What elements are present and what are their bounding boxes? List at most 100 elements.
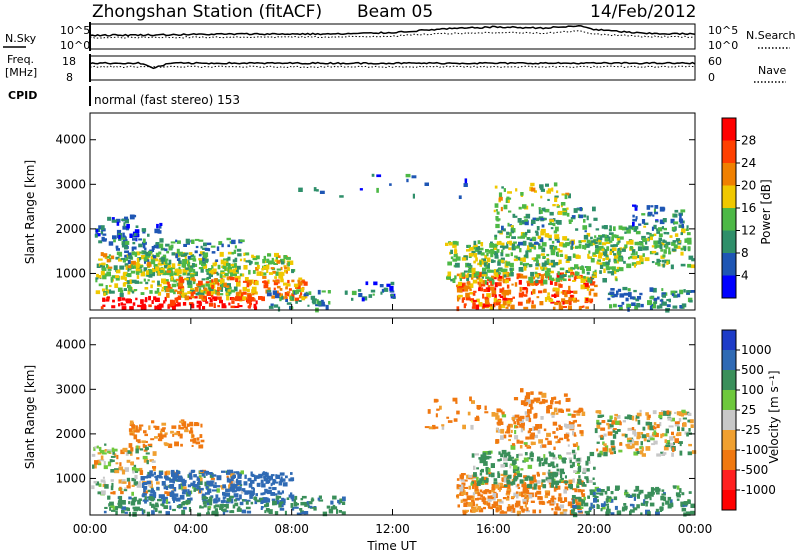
heatmap-cell — [527, 409, 532, 414]
heatmap-cell — [487, 495, 493, 499]
heatmap-cell — [517, 453, 523, 457]
heatmap-cell — [145, 259, 150, 262]
heatmap-cell — [476, 275, 481, 280]
heatmap-cell — [505, 268, 508, 272]
heatmap-cell — [587, 253, 590, 259]
heatmap-cell — [473, 253, 478, 258]
heatmap-cell — [675, 238, 681, 242]
heatmap-cell — [540, 281, 544, 286]
heatmap-cell — [273, 262, 278, 265]
heatmap-cell — [126, 477, 131, 482]
heatmap-cell — [681, 427, 685, 432]
heatmap-cell — [574, 419, 577, 423]
colorbar-swatch — [722, 230, 736, 253]
heatmap-cell — [549, 280, 553, 285]
heatmap-cell — [177, 263, 181, 266]
heatmap-cell — [122, 258, 126, 263]
heatmap-cell — [515, 500, 521, 503]
heatmap-cell — [685, 411, 690, 415]
heatmap-cell — [181, 293, 185, 298]
heatmap-cell — [272, 487, 277, 491]
heatmap-cell — [554, 472, 559, 477]
heatmap-cell — [120, 257, 126, 260]
heatmap-cell — [158, 437, 163, 442]
heatmap-cell — [549, 219, 555, 223]
heatmap-cell — [664, 439, 667, 443]
heatmap-cell — [212, 270, 217, 274]
heatmap-cell — [687, 499, 691, 504]
heatmap-cell — [493, 209, 496, 213]
heatmap-cell — [226, 475, 229, 478]
heatmap-cell — [652, 287, 657, 293]
heatmap-cell — [552, 465, 556, 469]
heatmap-cell — [540, 274, 545, 280]
heatmap-cell — [593, 217, 598, 221]
heatmap-cell — [447, 261, 452, 266]
heatmap-cell — [534, 230, 539, 233]
heatmap-cell — [203, 253, 207, 259]
velocity-data — [91, 388, 697, 518]
heatmap-cell — [600, 427, 606, 431]
heatmap-cell — [680, 251, 684, 256]
heatmap-cell — [189, 278, 193, 281]
heatmap-cell — [157, 270, 160, 276]
heatmap-cell — [203, 242, 207, 247]
heatmap-cell — [286, 302, 292, 305]
heatmap-cell — [181, 482, 185, 487]
heatmap-cell — [482, 259, 487, 265]
heatmap-cell — [672, 485, 677, 488]
heatmap-cell — [507, 241, 512, 244]
heatmap-cell — [517, 473, 523, 478]
heatmap-cell — [288, 260, 294, 265]
heatmap-cell — [272, 290, 277, 295]
heatmap-cell — [673, 442, 675, 445]
heatmap-cell — [639, 241, 644, 244]
heatmap-cell — [531, 304, 536, 309]
heatmap-cell — [504, 245, 509, 249]
heatmap-cell — [113, 265, 118, 271]
heatmap-cell — [634, 440, 639, 446]
heatmap-cell — [221, 243, 224, 248]
heatmap-cell — [156, 244, 160, 249]
heatmap-cell — [511, 417, 516, 420]
heatmap-cell — [525, 402, 529, 405]
heatmap-cell — [533, 397, 538, 402]
heatmap-cell — [663, 411, 668, 416]
heatmap-cell — [201, 284, 205, 288]
heatmap-cell — [550, 301, 555, 304]
heatmap-cell — [613, 253, 617, 256]
heatmap-cell — [196, 486, 200, 490]
heatmap-cell — [175, 239, 178, 243]
heatmap-cell — [316, 299, 319, 305]
heatmap-cell — [165, 287, 170, 293]
heatmap-cell — [627, 438, 632, 443]
heatmap-cell — [131, 491, 134, 496]
heatmap-cell — [598, 435, 602, 438]
heatmap-cell — [209, 482, 212, 486]
heatmap-cell — [150, 273, 155, 277]
heatmap-cell — [244, 490, 249, 495]
heatmap-cell — [494, 484, 500, 489]
heatmap-cell — [436, 408, 440, 411]
heatmap-cell — [245, 500, 249, 505]
heatmap-cell — [123, 271, 128, 275]
heatmap-cell — [132, 302, 136, 306]
heatmap-cell — [205, 283, 209, 287]
heatmap-cell — [611, 446, 616, 451]
heatmap-cell — [494, 234, 498, 238]
heatmap-cell — [163, 486, 167, 490]
heatmap-cell — [202, 471, 205, 475]
heatmap-cell — [255, 300, 258, 305]
heatmap-cell — [680, 501, 685, 507]
heatmap-cell — [576, 458, 581, 462]
heatmap-cell — [466, 277, 470, 282]
heatmap-cell — [515, 188, 518, 192]
heatmap-cell — [180, 503, 183, 509]
heatmap-cell — [506, 481, 510, 485]
heatmap-cell — [172, 498, 177, 501]
heatmap-cell — [188, 472, 192, 477]
heatmap-cell — [538, 243, 541, 247]
heatmap-cell — [459, 486, 464, 492]
heatmap-cell — [265, 498, 268, 503]
